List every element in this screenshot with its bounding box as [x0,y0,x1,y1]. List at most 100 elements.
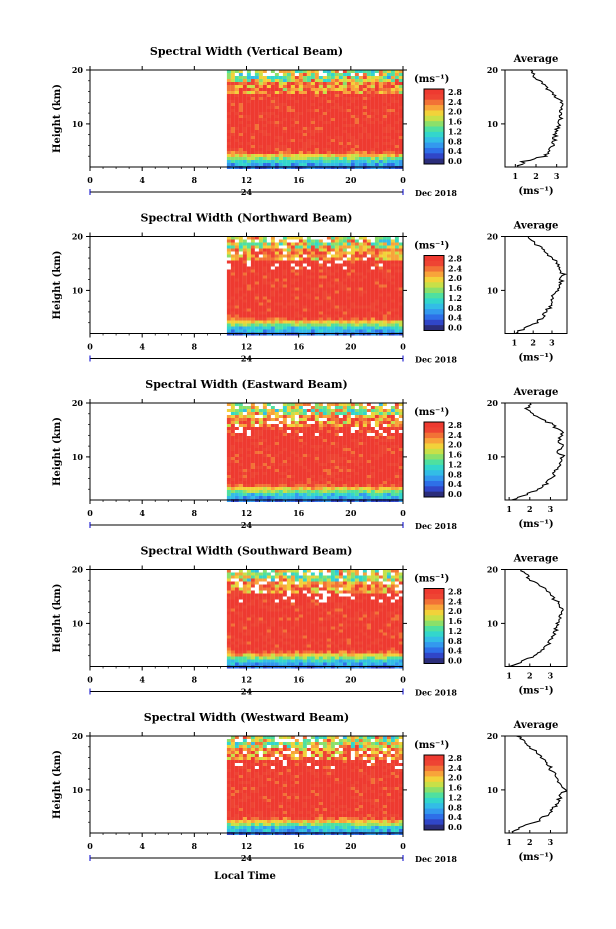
heatmap-cell [318,475,323,478]
heatmap-cell [350,254,355,258]
heatmap-cell [242,484,247,487]
heatmap-cell [314,305,319,309]
heatmap-cell [226,614,231,618]
heatmap-cell [374,260,379,264]
heatmap-cell [346,112,351,115]
heatmap-cell [278,115,283,118]
heatmap-cell [282,115,287,118]
heatmap-cell [370,421,375,424]
heatmap-cell [314,323,319,327]
colorbar-tick-label: 2.4 [448,430,462,440]
heatmap-cell [322,254,327,258]
heatmap-cell [274,260,279,264]
heatmap-cell [334,320,339,324]
heatmap-cell [294,124,299,127]
heatmap-cell [326,296,331,300]
heatmap-cell [338,451,343,454]
heatmap-cell [374,323,379,327]
heatmap-cell [314,151,319,154]
heatmap-cell [346,445,351,448]
heatmap-cell [322,448,327,451]
heatmap-cell [362,433,367,436]
heatmap-cell [266,251,271,255]
heatmap-cell [350,112,355,115]
heatmap-cell [250,281,255,285]
heatmap-cell [266,100,271,103]
heatmap-cell [322,329,327,333]
heatmap-cell [258,403,263,406]
heatmap-cell [262,236,267,240]
heatmap-cell [258,136,263,139]
heatmap-cell [250,493,255,496]
heatmap-cell [242,296,247,300]
heatmap-cell [250,136,255,139]
heatmap-cell [398,133,403,136]
heatmap-cell [346,121,351,124]
heatmap-cell [338,484,343,487]
heatmap-cell [314,451,319,454]
heatmap-cell [294,275,299,279]
heatmap-cell [294,239,299,243]
heatmap-cell [306,403,311,406]
heatmap-cell [282,142,287,145]
heatmap-cell [298,266,303,270]
heatmap-cell [366,109,371,112]
heatmap-cell [286,91,291,94]
heatmap-cell [270,323,275,327]
heatmap-cell [294,260,299,264]
heatmap-cell [334,424,339,427]
heatmap-cell [350,91,355,94]
heatmap-cell [286,484,291,487]
heatmap-cell [262,109,267,112]
x-tick-label: 0 [400,175,406,185]
heatmap-cell [302,136,307,139]
heatmap-cell [394,311,399,315]
heatmap-cell [238,148,243,151]
heatmap-cell [382,290,387,294]
heatmap-cell [294,160,299,163]
heatmap-cell [386,466,391,469]
heatmap-cell [238,329,243,333]
heatmap-cell [294,418,299,421]
y-axis-label: Height (km) [52,251,63,320]
heatmap-cell [262,308,267,312]
heatmap-cell [282,130,287,133]
heatmap-cell [314,478,319,481]
heatmap-cell [318,302,323,306]
heatmap-cell [350,266,355,270]
heatmap-cell [370,326,375,330]
heatmap-cell [226,251,231,255]
heatmap-cell [326,412,331,415]
heatmap-cell [338,148,343,151]
heatmap-cell [342,145,347,148]
heatmap-cell [242,656,247,660]
heatmap-cell [266,475,271,478]
heatmap-cell [334,148,339,151]
heatmap-cell [234,257,239,261]
heatmap-cell [338,275,343,279]
heatmap-cell [246,287,251,291]
heatmap-cell [238,323,243,327]
heatmap-cell [390,445,395,448]
heatmap-cell [386,460,391,463]
heatmap-cell [274,145,279,148]
heatmap-cell [298,103,303,106]
heatmap-cell [278,275,283,279]
heatmap-cell [238,605,243,609]
heatmap-cell [342,406,347,409]
heatmap-cell [310,451,315,454]
heatmap-cell [354,281,359,285]
heatmap-cell [294,263,299,267]
heatmap-cell [382,145,387,148]
heatmap-cell [394,275,399,279]
heatmap-cell [310,293,315,297]
heatmap-cell [282,151,287,154]
heatmap-cell [230,266,235,270]
heatmap-cell [358,439,363,442]
heatmap-cell [294,314,299,318]
heatmap-cell [330,433,335,436]
heatmap-cell [318,100,323,103]
heatmap-cell [382,412,387,415]
heatmap-cell [318,433,323,436]
heatmap-cell [390,442,395,445]
